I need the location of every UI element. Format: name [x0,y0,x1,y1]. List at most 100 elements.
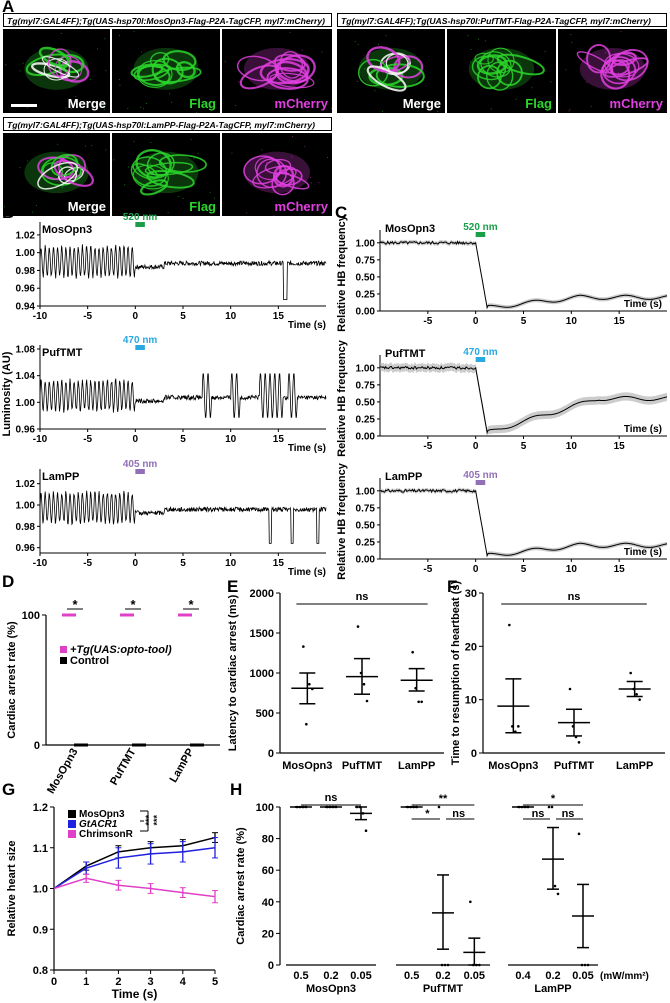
data-point [420,700,423,704]
speckle [149,163,151,165]
x-axis-label: Time (s) [624,547,662,558]
significance-mark: *** [152,815,162,826]
panel-label-h: H [230,780,243,799]
heart-chamber-outline [366,46,401,73]
x-tick-label: 4 [180,976,187,988]
x-tick-label: 0 [133,558,139,569]
x-tick-label: 0.5 [293,970,308,982]
y-tick-label: 0.75 [356,503,376,514]
speckle [266,161,268,163]
x-tick-label: 0.2 [323,970,338,982]
micrograph-flag-0: Flag [112,29,220,113]
heart-chamber-outline [135,149,172,179]
x-tick-label: 0.05 [464,970,485,982]
x-axis-label: Time (s) [624,299,662,310]
speckle [140,51,143,53]
speckle [70,81,72,83]
x-tick-label: PufTMT [554,760,595,772]
micrograph-label-merge: Merge [67,96,106,111]
stimulus-label: 405 nm [463,470,498,481]
x-tick-label: 5 [521,316,527,327]
group-label: PufTMT [423,983,464,995]
x-tick-label: 15 [614,441,626,452]
heart-chamber-outline [275,168,303,186]
y-axis-label: Relative heart size [6,841,18,937]
data-point [550,805,554,809]
x-tick-label: 15 [273,311,285,322]
significance-mark: * [130,597,136,612]
speckle [167,212,169,214]
speckle [140,106,142,108]
x-tick-label: 10 [566,441,578,452]
micrograph-label-flag: Flag [189,96,216,111]
significance-mark: ns [562,808,575,820]
x-axis-label: Time (s) [624,424,662,435]
speckle [175,65,177,67]
speckle [261,149,263,151]
speckle [119,84,121,86]
y-tick-label: 1.1 [33,843,48,855]
x-tick-label: 5 [212,976,218,988]
speckle [3,206,5,208]
x-tick-label: 0.5 [404,970,419,982]
heart-chamber-outline [239,64,280,90]
x-tick-label: 10 [566,564,578,575]
stimulus-label: 470 nm [463,347,498,358]
speckle [531,87,533,89]
data-point [629,671,632,675]
micrograph-label-flag: Flag [189,199,216,214]
y-tick-label: 1.00 [356,486,376,497]
significance-mark: ns [356,591,369,603]
speckle [417,107,419,109]
speckle [150,141,152,143]
speckle [467,35,469,37]
micrograph-flag-2: Flag [112,133,220,216]
x-tick-label: -10 [33,558,48,569]
heart-chamber-outline [476,54,508,75]
trace-name: LamPP [385,471,422,483]
speckle [72,178,74,180]
group-label: LamPP [534,983,571,995]
heart-chamber-outline [266,67,309,90]
x-tick-label: PufTMT [108,746,139,787]
speckle [385,35,387,37]
micrograph-image [224,31,332,110]
y-tick-label: 0.9 [33,924,48,936]
speckle [133,30,135,32]
data-point [305,722,308,726]
luminosity-trace [39,244,327,300]
speckle [197,152,199,154]
heart-chamber-outline [50,153,79,177]
x-tick-label: -5 [423,316,432,327]
significance-mark: ns [568,591,581,603]
series-line [53,836,216,890]
data-point [440,963,444,967]
stimulus-label: 405 nm [123,459,158,470]
data-point [469,900,472,904]
y-axis-label: Luminosity (AU) [1,351,13,436]
series-line [53,877,216,898]
speckle [193,158,195,160]
speckle [470,61,472,63]
y-tick-label: 0.50 [356,272,376,283]
y-tick-label: 0 [471,748,477,760]
trace-name: PufTMT [385,348,426,360]
speckle [331,107,332,110]
panel-label-g: G [2,780,16,799]
speckle [259,66,261,68]
speckle [19,167,21,169]
y-tick-label: 1.00 [16,501,36,512]
stimulus-label: 470 nm [123,335,158,346]
y-tick-label: 20 [465,641,477,653]
heart-chamber-outline [601,56,637,85]
series-line [53,847,216,890]
y-axis-label: Latency to cardiac arrest (ms) [227,594,239,751]
x-tick-label: 5 [521,441,527,452]
speckle [666,110,667,112]
speckle [326,156,329,158]
speckle [91,144,93,146]
x-tick-label: LamPP [616,760,653,772]
data-point [302,645,305,648]
speckle [32,211,34,213]
speckle [412,108,414,110]
